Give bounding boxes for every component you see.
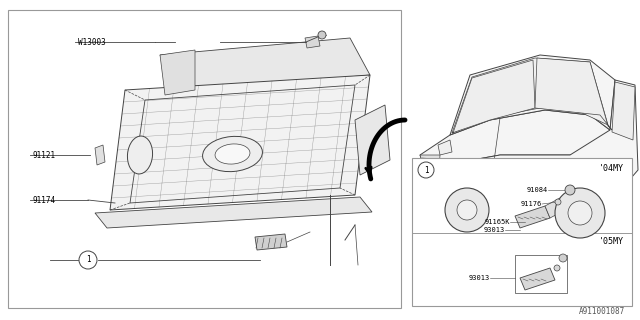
- Polygon shape: [612, 82, 635, 140]
- Polygon shape: [110, 75, 370, 210]
- Polygon shape: [450, 55, 615, 135]
- Circle shape: [79, 251, 97, 269]
- Circle shape: [559, 254, 567, 262]
- Text: 93013: 93013: [484, 227, 505, 233]
- Polygon shape: [430, 80, 638, 200]
- Text: 91121: 91121: [32, 150, 55, 159]
- Text: 91084: 91084: [527, 187, 548, 193]
- Circle shape: [318, 31, 326, 39]
- Polygon shape: [255, 234, 287, 250]
- Text: 91174: 91174: [32, 196, 55, 204]
- Polygon shape: [420, 110, 610, 170]
- Text: 91165K: 91165K: [484, 219, 510, 225]
- Text: 1: 1: [424, 165, 428, 174]
- Bar: [515, 255, 567, 293]
- Circle shape: [554, 265, 560, 271]
- Circle shape: [555, 188, 605, 238]
- Polygon shape: [95, 145, 105, 165]
- Polygon shape: [418, 170, 450, 195]
- Text: '04MY: '04MY: [599, 164, 624, 172]
- Bar: [412, 158, 632, 306]
- Circle shape: [565, 185, 575, 195]
- Circle shape: [568, 201, 592, 225]
- Polygon shape: [95, 197, 372, 228]
- Ellipse shape: [215, 144, 250, 164]
- Text: W13003: W13003: [78, 37, 106, 46]
- Polygon shape: [355, 105, 390, 175]
- Polygon shape: [520, 268, 555, 290]
- Text: 1: 1: [86, 255, 90, 265]
- Polygon shape: [438, 140, 452, 155]
- Polygon shape: [420, 155, 440, 188]
- Text: A911001087: A911001087: [579, 308, 625, 316]
- Text: 91176: 91176: [521, 201, 542, 207]
- Polygon shape: [160, 50, 195, 95]
- Text: '05MY: '05MY: [599, 236, 624, 245]
- Polygon shape: [535, 58, 612, 130]
- Polygon shape: [305, 36, 320, 48]
- Ellipse shape: [127, 136, 152, 174]
- Polygon shape: [160, 38, 370, 92]
- Bar: [8, 10, 401, 308]
- Circle shape: [555, 199, 561, 205]
- Circle shape: [418, 162, 434, 178]
- Circle shape: [457, 200, 477, 220]
- Ellipse shape: [203, 136, 262, 172]
- Text: 93013: 93013: [468, 275, 490, 281]
- Polygon shape: [452, 58, 608, 133]
- Polygon shape: [515, 206, 550, 228]
- Polygon shape: [545, 198, 565, 218]
- Polygon shape: [452, 60, 535, 133]
- Circle shape: [445, 188, 489, 232]
